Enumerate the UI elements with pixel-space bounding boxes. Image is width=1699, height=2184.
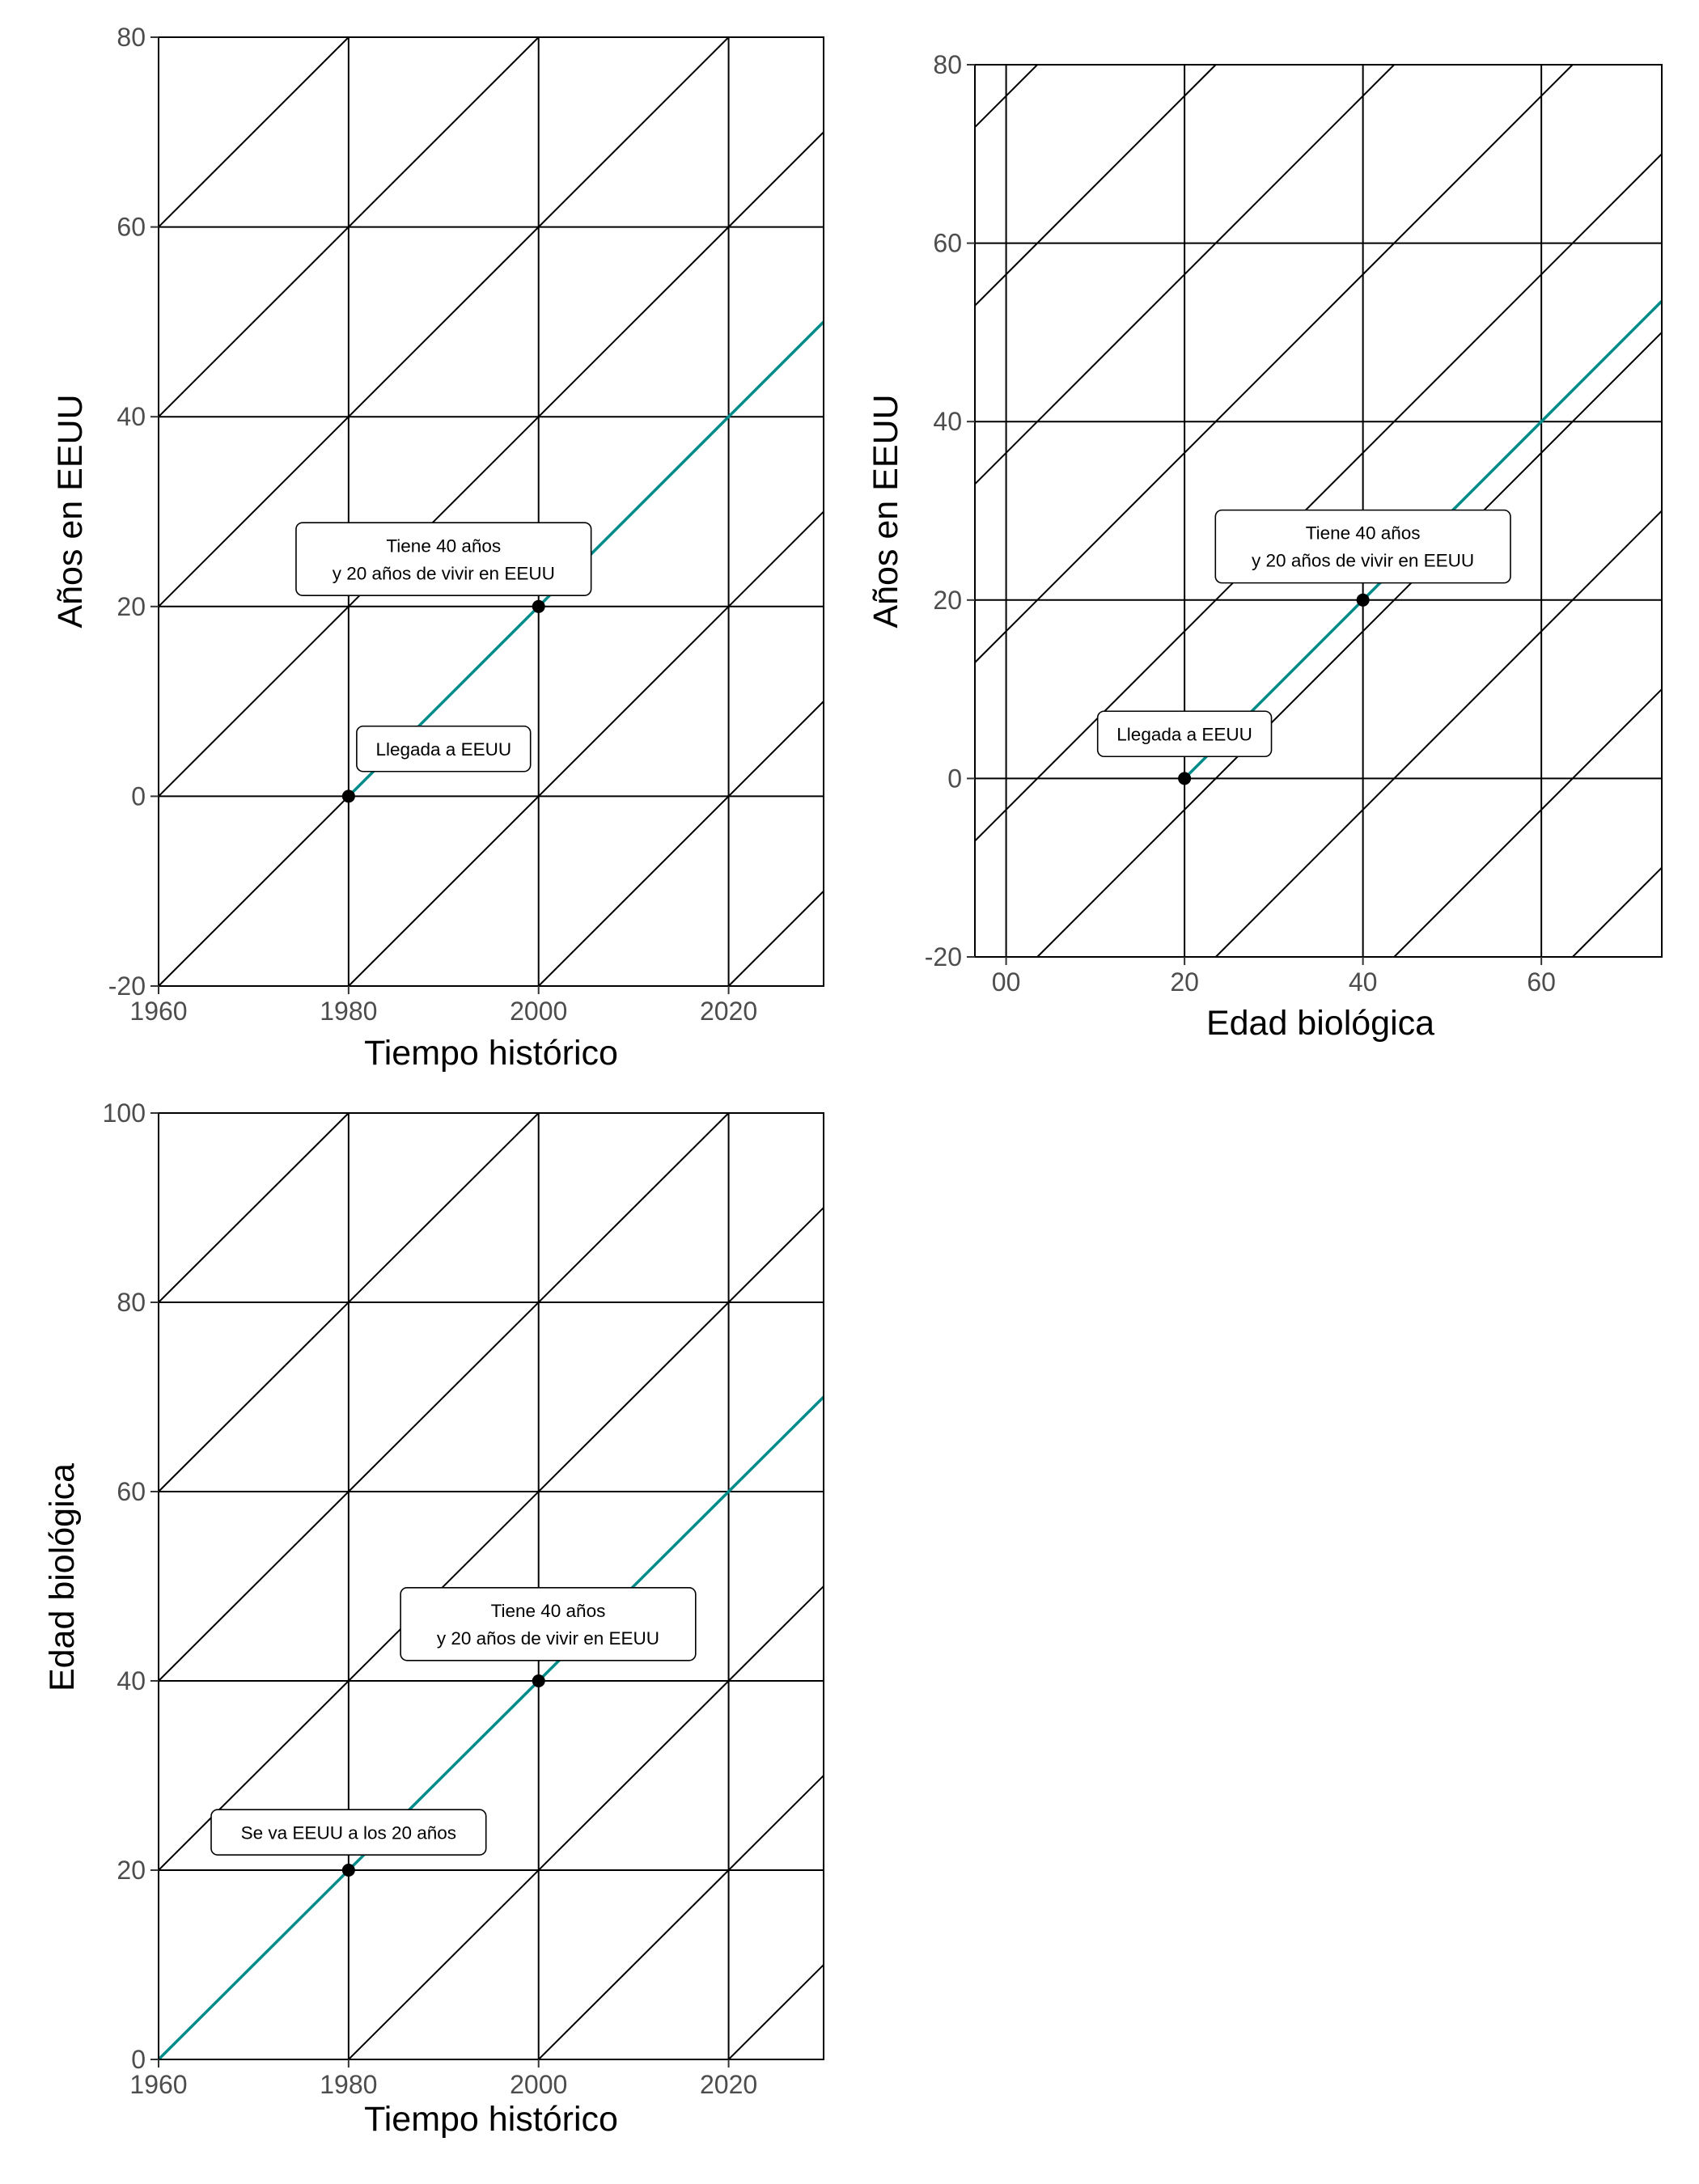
annotation-box <box>210 1809 487 1856</box>
panel-border <box>158 36 824 987</box>
annotation-label: Llegada a EEUU <box>356 725 532 772</box>
diagonal-line <box>974 64 1574 663</box>
x-tick-label: 60 <box>1527 967 1556 997</box>
annotation-label: Tiene 40 años y 20 años de vivir en EEUU <box>400 1587 697 1661</box>
diagonal-line <box>158 1112 730 1682</box>
y-axis-title: Años en EEUU <box>51 394 90 628</box>
y-tick-label: 80 <box>117 23 146 52</box>
annotation-label: Tiene 40 años y 20 años de vivir en EEUU <box>1214 509 1511 584</box>
diagonal-line <box>158 1112 350 1303</box>
data-point <box>341 1864 355 1877</box>
x-tick-label: 1960 <box>129 2070 187 2099</box>
data-point <box>532 599 545 613</box>
annotation-label: Llegada a EEUU <box>1096 710 1273 758</box>
x-tick-label: 2020 <box>700 2070 757 2099</box>
y-tick-label: 100 <box>103 1098 146 1128</box>
diagonal-line <box>974 64 1395 485</box>
data-point <box>1178 772 1192 785</box>
x-tick-label: 1960 <box>129 997 187 1026</box>
panel-edad-vs-anos: 00 20 40 60 -20 0 20 40 60 80 Llegada a EEUU Tiene … <box>866 50 1663 1043</box>
diagonal-line <box>1036 332 1663 958</box>
diagonal-line <box>158 1112 540 1492</box>
trajectory-line <box>157 1395 825 2061</box>
x-axis-title: Edad biológica <box>1206 1004 1434 1043</box>
y-tick-label: 60 <box>117 1477 146 1506</box>
x-tick-label: 2000 <box>510 997 567 1026</box>
annotation-text: Llegada a EEUU <box>1116 724 1252 744</box>
diagonal-line <box>974 153 1663 842</box>
x-axis-title: Tiempo histórico <box>364 1034 618 1073</box>
annotation-text: y 20 años de vivir en EEUU <box>437 1628 659 1649</box>
x-tick-label: 1980 <box>320 997 377 1026</box>
diagonal-line <box>158 36 350 228</box>
annotation-text: Se va EEUU a los 20 años <box>241 1822 456 1843</box>
x-tick-label: 1980 <box>320 2070 377 2099</box>
panel-tiempo-vs-edad: 1960 1980 2000 2020 0 20 40 60 80 100 Se va EEUU a… <box>43 1098 825 2139</box>
x-tick-label: 2020 <box>700 997 757 1026</box>
diagonal-line <box>348 1585 824 2060</box>
y-tick-label: 60 <box>933 229 962 258</box>
y-tick-label: 40 <box>117 1666 146 1695</box>
y-tick-label: 0 <box>131 2045 146 2074</box>
panel-tiempo-vs-anos: 1960 1980 2000 2020 -20 0 20 40 60 80 Llegada a EE… <box>51 23 825 1073</box>
y-tick-label: 0 <box>131 781 146 811</box>
plot-background <box>159 1113 824 2059</box>
y-tick-label: -20 <box>925 942 962 971</box>
y-axis-title: Años en EEUU <box>866 394 905 628</box>
data-point <box>532 1674 545 1687</box>
y-tick-label: 20 <box>933 586 962 615</box>
diagonal-line <box>538 700 824 987</box>
y-tick-label: 20 <box>117 592 146 621</box>
annotation-box <box>295 522 592 596</box>
x-axis-title: Tiempo histórico <box>364 2100 618 2139</box>
annotation-text: y 20 años de vivir en EEUU <box>333 563 555 583</box>
diagonal-line <box>158 131 824 798</box>
plot-background <box>159 37 824 986</box>
annotation-label: Tiene 40 años y 20 años de vivir en EEUU <box>295 522 592 596</box>
y-tick-label: 20 <box>117 1856 146 1885</box>
diagonal-line <box>727 1964 824 2060</box>
annotation-text: Tiene 40 años <box>1306 523 1421 544</box>
diagonal-line <box>1393 688 1663 958</box>
x-tick-label: 00 <box>992 967 1021 997</box>
diagonal-line <box>158 36 540 417</box>
y-tick-label: 80 <box>933 50 962 79</box>
diagonal-line <box>158 36 730 607</box>
annotation-box <box>1214 509 1511 584</box>
y-tick-label: 80 <box>117 1288 146 1317</box>
annotation-text: Llegada a EEUU <box>375 739 511 760</box>
diagonal-line <box>1572 866 1663 958</box>
panel-border <box>974 64 1663 958</box>
panel-border <box>158 1112 824 2060</box>
y-tick-label: 0 <box>947 764 962 793</box>
diagonal-line <box>348 510 824 987</box>
annotation-label: Se va EEUU a los 20 años <box>210 1809 487 1856</box>
data-point <box>341 789 355 803</box>
diagonal-line <box>727 890 824 987</box>
annotation-text: y 20 años de vivir en EEUU <box>1252 551 1474 571</box>
annotation-box <box>356 725 532 772</box>
diagonal-line <box>1214 510 1663 958</box>
annotation-text: Tiene 40 años <box>491 1601 606 1621</box>
annotation-text: Tiene 40 años <box>386 535 501 556</box>
y-tick-label: 60 <box>117 213 146 242</box>
y-tick-label: -20 <box>108 971 146 1001</box>
x-tick-label: 20 <box>1170 967 1199 997</box>
data-point <box>1356 593 1370 607</box>
diagonal-line <box>158 1207 824 1871</box>
y-axis-title: Edad biológica <box>43 1463 82 1691</box>
x-tick-label: 2000 <box>510 2070 567 2099</box>
x-tick-label: 40 <box>1349 967 1378 997</box>
y-tick-label: 40 <box>933 407 962 436</box>
y-tick-label: 40 <box>117 402 146 431</box>
diagonal-line <box>538 1775 824 2060</box>
annotation-box <box>1096 710 1273 758</box>
annotation-box <box>400 1587 697 1661</box>
diagonal-line <box>974 64 1038 128</box>
diagonal-line <box>974 64 1217 307</box>
